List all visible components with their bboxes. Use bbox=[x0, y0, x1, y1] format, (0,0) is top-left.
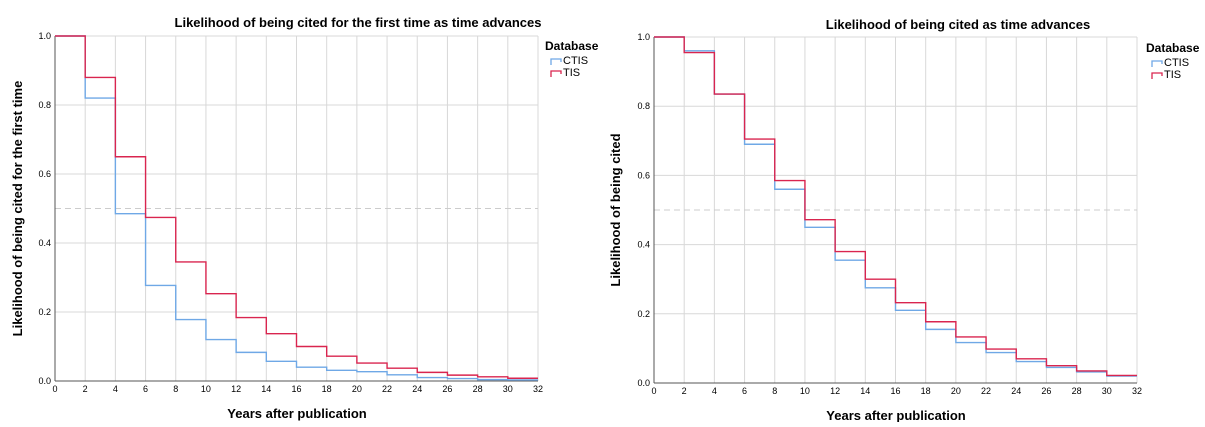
x-tick-label: 20 bbox=[951, 386, 961, 396]
x-axis-label: Years after publication bbox=[826, 408, 965, 422]
x-tick-label: 2 bbox=[83, 384, 88, 394]
x-tick-label: 0 bbox=[651, 386, 656, 396]
series-line-tis bbox=[55, 35, 538, 379]
chart-first-citation: 0 2 4 6 8 10 12 14 16 18 20 22 24 26 28 30 320.00.20.40.… bbox=[10, 15, 599, 421]
x-tick-label: 10 bbox=[800, 386, 810, 396]
x-tick-label: 32 bbox=[1132, 386, 1142, 396]
y-tick-label: 0.0 bbox=[637, 378, 650, 388]
x-tick-label: 8 bbox=[173, 384, 178, 394]
legend-label-tis: TIS bbox=[563, 67, 580, 79]
x-tick-label: 22 bbox=[382, 384, 392, 394]
x-tick-label: 6 bbox=[143, 384, 148, 394]
series-line-ctis bbox=[55, 35, 538, 381]
legend-swatch-ctis bbox=[1151, 60, 1163, 67]
x-tick-label: 30 bbox=[503, 384, 513, 394]
x-tick-label: 26 bbox=[442, 384, 452, 394]
x-tick-label: 4 bbox=[113, 384, 118, 394]
x-tick-label: 18 bbox=[921, 386, 931, 396]
y-tick-label: 0.4 bbox=[637, 240, 650, 250]
series-line-tis bbox=[654, 36, 1137, 377]
chart-title: Likelihood of being cited for the first … bbox=[175, 15, 542, 30]
x-tick-label: 20 bbox=[352, 384, 362, 394]
x-tick-label: 14 bbox=[261, 384, 271, 394]
x-tick-label: 18 bbox=[322, 384, 332, 394]
x-tick-label: 8 bbox=[772, 386, 777, 396]
x-tick-label: 16 bbox=[291, 384, 301, 394]
x-tick-label: 24 bbox=[412, 384, 422, 394]
x-tick-label: 0 bbox=[52, 384, 57, 394]
x-tick-label: 24 bbox=[1011, 386, 1021, 396]
x-tick-label: 4 bbox=[712, 386, 717, 396]
y-tick-label: 0.0 bbox=[38, 376, 51, 386]
x-tick-label: 12 bbox=[830, 386, 840, 396]
x-tick-label: 26 bbox=[1041, 386, 1051, 396]
chart-panel-citation: 0 2 4 6 8 10 12 14 16 18 20 22 24 26 28 30 32 0.0 0.2 0.4 0.… bbox=[600, 0, 1205, 423]
x-tick-label: 32 bbox=[533, 384, 543, 394]
x-tick-label: 14 bbox=[860, 386, 870, 396]
y-tick-label: 1.0 bbox=[38, 31, 51, 41]
y-tick-label: 0.8 bbox=[637, 101, 650, 111]
x-tick-label: 10 bbox=[201, 384, 211, 394]
legend-swatch-ctis bbox=[550, 58, 562, 65]
legend-label-ctis: CTIS bbox=[1164, 57, 1189, 69]
y-tick-label: 0.2 bbox=[637, 309, 650, 319]
y-tick-label: 0.8 bbox=[38, 100, 51, 110]
legend-swatch-tis bbox=[550, 70, 562, 77]
chart-panel-first-citation: 0 2 4 6 8 10 12 14 16 18 20 22 24 26 28 30 32 0.0 0.2 0.4 0.… bbox=[0, 0, 600, 422]
x-tick-label: 22 bbox=[981, 386, 991, 396]
legend-label-tis: TIS bbox=[1164, 69, 1181, 81]
y-tick-label: 0.2 bbox=[38, 307, 51, 317]
x-tick-label: 16 bbox=[890, 386, 900, 396]
x-tick-label: 30 bbox=[1102, 386, 1112, 396]
y-tick-label: 0.6 bbox=[38, 169, 51, 179]
y-axis-label: Likelihood of being cited for the first … bbox=[10, 81, 25, 337]
y-tick-label: 0.6 bbox=[637, 170, 650, 180]
legend-title: Database bbox=[545, 39, 599, 53]
y-tick-label: 0.4 bbox=[38, 238, 51, 248]
legend-title: Database bbox=[1146, 41, 1200, 55]
x-axis-label: Years after publication bbox=[227, 406, 366, 421]
x-tick-label: 2 bbox=[682, 386, 687, 396]
x-tick-label: 28 bbox=[1072, 386, 1082, 396]
legend-swatch-tis bbox=[1151, 72, 1163, 79]
legend-label-ctis: CTIS bbox=[563, 55, 588, 67]
y-tick-label: 1.0 bbox=[637, 32, 650, 42]
chart-citation: 0 2 4 6 8 10 12 14 16 18 20 22 24 26 28 30 320.00.20.40.… bbox=[608, 17, 1200, 423]
x-tick-label: 28 bbox=[473, 384, 483, 394]
x-tick-label: 6 bbox=[742, 386, 747, 396]
chart-title: Likelihood of being cited as time advanc… bbox=[826, 17, 1090, 32]
y-axis-label: Likelihood of being cited bbox=[608, 133, 623, 286]
x-tick-label: 12 bbox=[231, 384, 241, 394]
